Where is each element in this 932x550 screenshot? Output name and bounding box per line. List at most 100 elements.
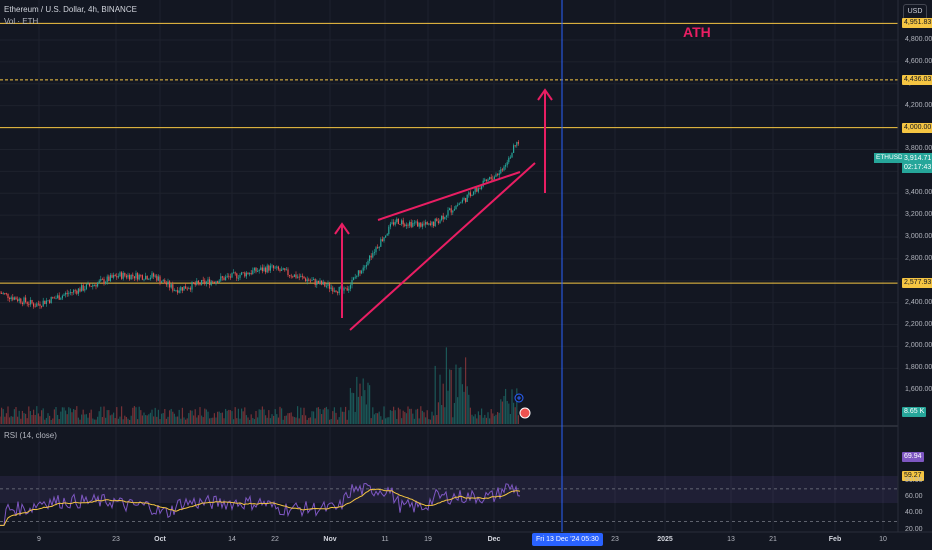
candle-body (124, 272, 126, 276)
volume-bar (173, 413, 175, 424)
time-tick: 9 (37, 536, 41, 543)
volume-bar (137, 419, 139, 424)
volume-bar (308, 417, 310, 424)
candle-body (185, 286, 187, 289)
rsi-indicator-label[interactable]: RSI (14, close) (4, 431, 57, 440)
volume-bar (327, 409, 329, 424)
volume-bar (21, 410, 23, 424)
volume-bar (266, 417, 268, 424)
volume-bar (205, 409, 207, 424)
volume-bar (210, 417, 212, 424)
candle-body (249, 273, 251, 275)
symbol-title[interactable]: Ethereum / U.S. Dollar, 4h, BINANCE (4, 5, 137, 14)
candle-body (81, 285, 83, 292)
volume-bar (393, 406, 395, 424)
volume-badge: 8.65 K (902, 407, 927, 417)
volume-bar (428, 419, 430, 424)
candle-body (55, 297, 57, 299)
volume-bar (481, 408, 483, 424)
volume-bar (460, 367, 462, 424)
candle-body (439, 220, 441, 224)
candle-body (23, 297, 25, 304)
volume-bar (417, 408, 419, 424)
candle-body (234, 272, 236, 274)
candle-body (117, 276, 119, 278)
volume-bar (127, 418, 129, 424)
volume-bar (458, 367, 460, 424)
candle-body (180, 287, 182, 291)
candle-body (217, 281, 219, 284)
time-tick: 19 (424, 536, 432, 543)
candle-body (76, 290, 78, 294)
volume-bar (450, 369, 452, 424)
candle-body (237, 277, 239, 279)
volume-bar (453, 402, 455, 424)
volume-bar (415, 409, 417, 424)
volume-bar (151, 409, 153, 424)
candle-body (196, 280, 198, 285)
candle-body (436, 218, 438, 222)
candle-body (329, 283, 331, 289)
volume-bar (149, 412, 151, 424)
volume-bar (61, 407, 63, 424)
volume-bar (63, 407, 65, 424)
volume-bar (31, 414, 33, 424)
volume-bar (330, 418, 332, 424)
volume-bar (516, 388, 518, 424)
volume-bar (276, 414, 278, 424)
candle-body (493, 176, 495, 180)
price-tick: 4,600.00 (905, 57, 932, 65)
candle-body (42, 300, 44, 307)
event-icon[interactable] (519, 407, 531, 419)
volume-bar (201, 415, 203, 424)
volume-bar (41, 410, 43, 424)
candle-body (164, 280, 166, 284)
candle-body (268, 265, 270, 271)
volume-bar (253, 419, 255, 424)
volume-bar (194, 409, 196, 424)
candle-body (429, 223, 431, 225)
candle-body (396, 218, 398, 222)
price-level-badge: 4,951.83 (902, 18, 932, 29)
candle-body (305, 278, 307, 282)
volume-bar (452, 417, 454, 424)
crosshair-date-label: Fri 13 Dec '24 05:30 (532, 533, 603, 546)
volume-bar (58, 419, 60, 424)
volume-bar (329, 419, 331, 424)
time-tick: Oct (154, 536, 166, 543)
volume-bar (153, 416, 155, 424)
volume-indicator-label[interactable]: Vol · ETH (4, 17, 39, 26)
candle-body (151, 273, 153, 278)
volume-bar (380, 416, 382, 424)
price-levels (0, 22, 898, 284)
volume-bar (167, 416, 169, 424)
volume-bar (431, 411, 433, 424)
volume-bar (39, 416, 41, 424)
candle-body (25, 297, 27, 303)
candle-body (226, 275, 228, 277)
volume-bar (433, 415, 435, 424)
candle-body (316, 280, 318, 285)
candle-body (65, 292, 67, 295)
candle-body (79, 288, 81, 292)
candle-body (433, 221, 435, 227)
volume-bar (1, 407, 3, 424)
volume-bar (247, 417, 249, 424)
volume-bar (461, 384, 463, 424)
candle-body (257, 271, 259, 272)
candle-body (282, 268, 284, 270)
candle-body (114, 275, 116, 277)
volume-bar (209, 418, 211, 424)
volume-bar (449, 369, 451, 424)
candle-body (385, 235, 387, 238)
volume-bar (377, 413, 379, 424)
candle-body (4, 293, 6, 295)
volume-bar (447, 390, 449, 424)
volume-bar (394, 410, 396, 424)
candle-body (89, 283, 91, 286)
price-tick: 2,000.00 (905, 342, 932, 350)
price-tick: 1,600.00 (905, 386, 932, 394)
volume-bar (271, 414, 273, 424)
candle-body (261, 267, 263, 272)
